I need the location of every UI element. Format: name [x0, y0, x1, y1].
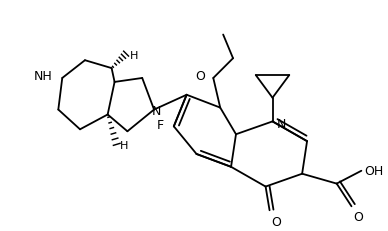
Text: O: O	[353, 210, 363, 223]
Text: O: O	[272, 215, 281, 228]
Text: F: F	[157, 118, 164, 131]
Text: H: H	[129, 51, 138, 61]
Text: N: N	[151, 105, 161, 118]
Text: N: N	[277, 118, 286, 131]
Text: NH: NH	[34, 70, 52, 83]
Text: O: O	[196, 70, 205, 83]
Text: OH: OH	[364, 164, 384, 177]
Text: H: H	[120, 140, 128, 150]
